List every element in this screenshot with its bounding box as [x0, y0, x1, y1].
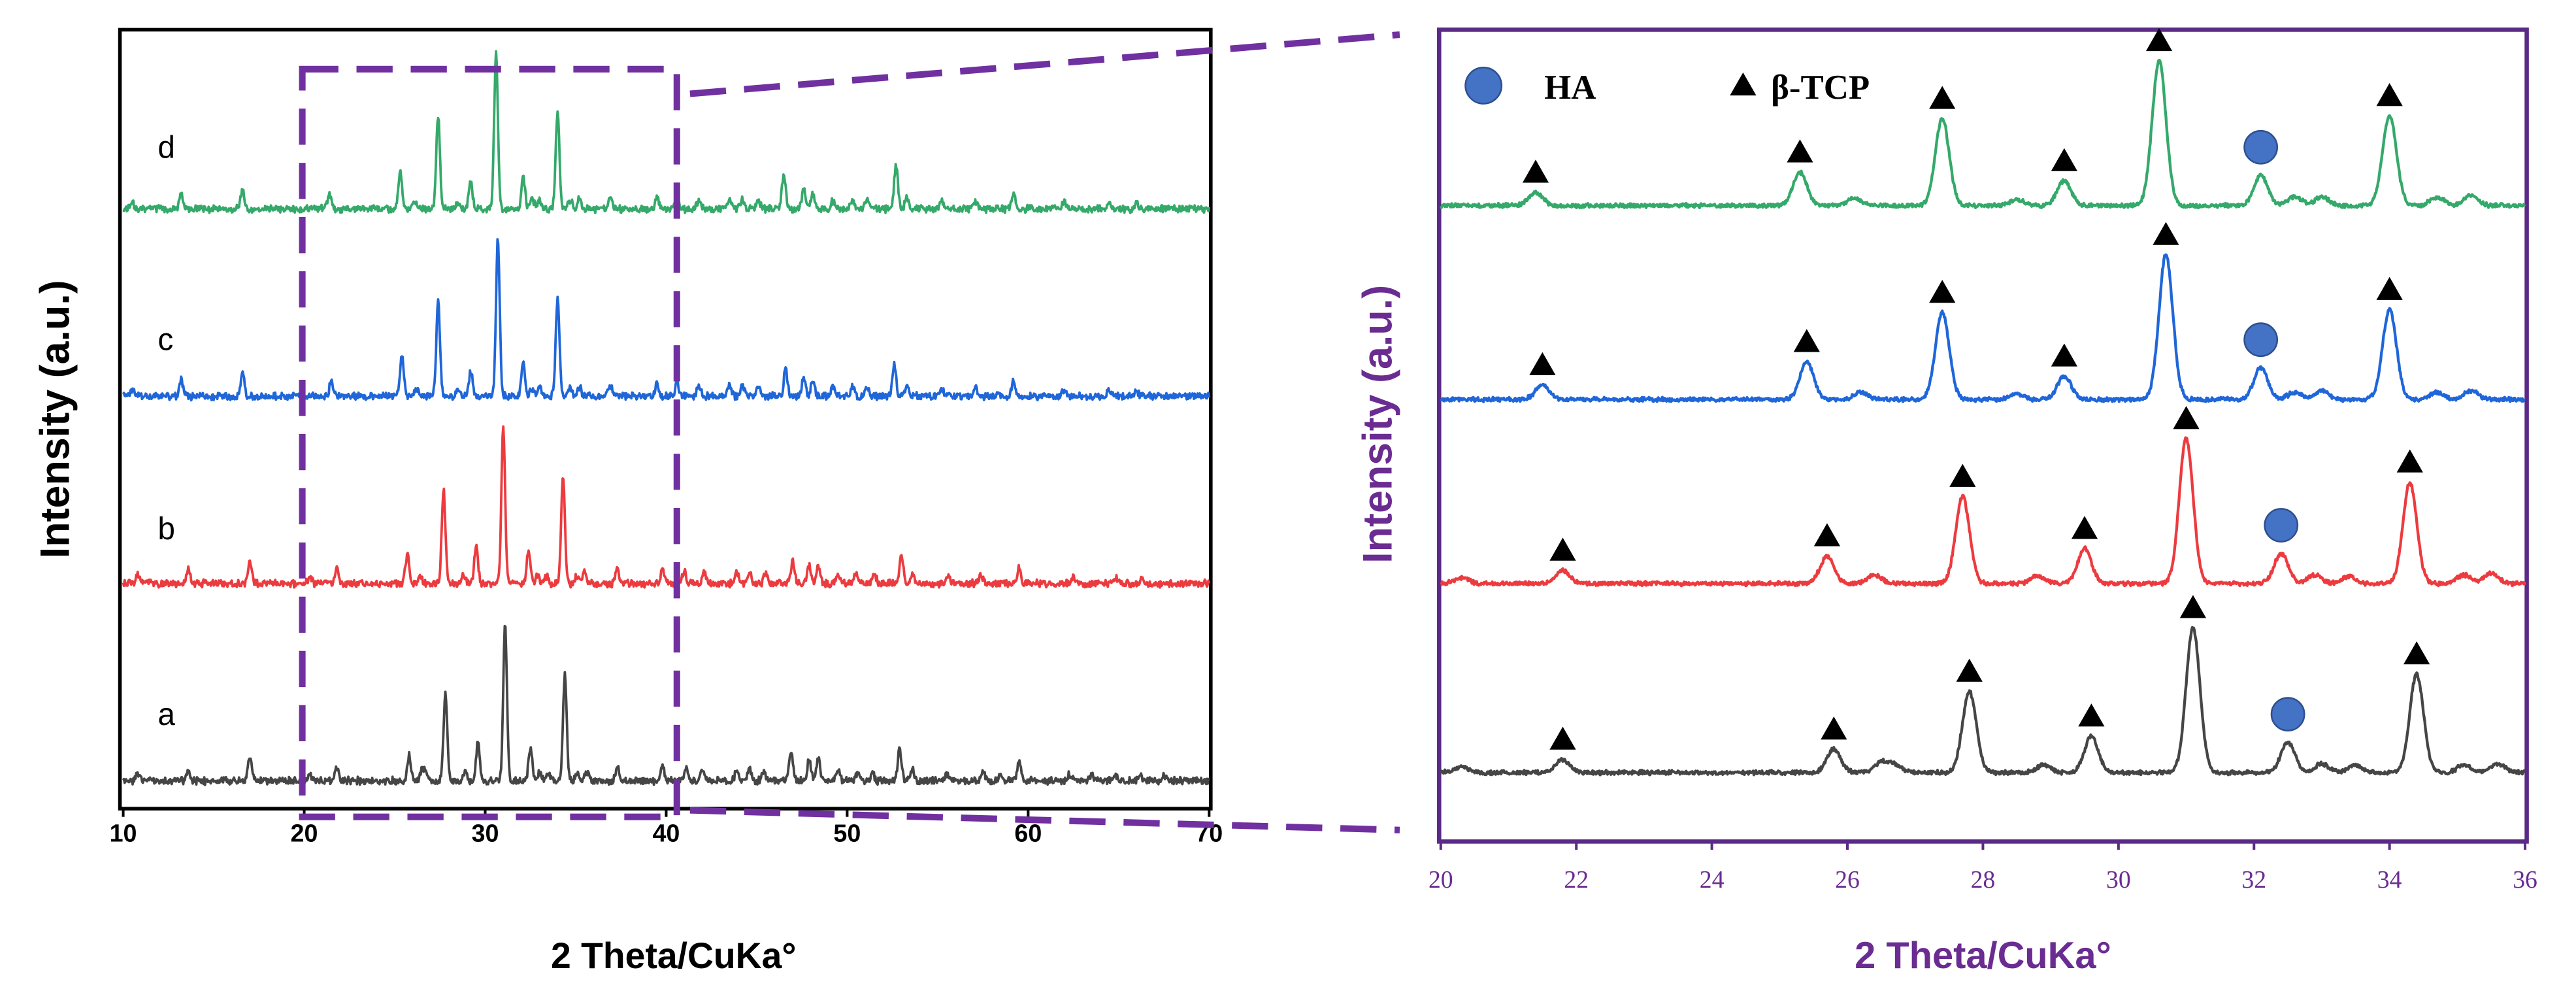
marker-beta-tcp [2376, 277, 2403, 300]
marker-beta-tcp [2376, 83, 2403, 107]
marker-beta-tcp [1787, 139, 1813, 163]
marker-beta-tcp [1821, 716, 1847, 740]
x-tick-label: 10 [110, 819, 137, 847]
left-x-axis-title: 2 Theta/CuKa° [551, 935, 796, 976]
x-tick-label: 20 [1428, 866, 1453, 894]
marker-beta-tcp [2179, 595, 2207, 618]
phase-markers [1522, 27, 2430, 750]
marker-beta-tcp [2145, 27, 2173, 52]
legend-beta-tcp-triangle-icon [1730, 72, 1757, 96]
marker-beta-tcp [2173, 406, 2200, 429]
x-tick-label: 30 [2106, 866, 2131, 894]
x-tick-label: 26 [1835, 866, 1860, 894]
marker-beta-tcp [1813, 523, 1841, 546]
marker-beta-tcp [2403, 641, 2430, 665]
x-tick-label: 24 [1700, 866, 1725, 894]
series-label-b: b [157, 512, 175, 546]
x-tick-label: 34 [2377, 866, 2402, 894]
x-tick-label: 22 [1564, 866, 1589, 894]
marker-ha [2264, 508, 2299, 543]
left-y-axis-title: Intensity (a.u.) [33, 280, 78, 558]
marker-beta-tcp [2396, 449, 2423, 473]
x-tick-label: 40 [652, 819, 680, 847]
marker-ha [2270, 697, 2305, 732]
x-tick-label: 20 [291, 819, 318, 847]
series-label-d: d [157, 131, 175, 165]
legend-ha-label: HA [1544, 69, 1596, 107]
left-plot-frame [118, 27, 1213, 811]
zoom-indicator [299, 31, 1400, 833]
series-label-c: c [157, 323, 173, 358]
legend-beta-tcp-label: β-TCP [1771, 69, 1870, 107]
marker-beta-tcp [1549, 537, 1576, 561]
legend-ha-circle-icon [1464, 67, 1503, 105]
left-x-ticks: 10 20 30 40 50 60 70 [110, 809, 1223, 847]
x-tick-label: 32 [2241, 866, 2266, 894]
marker-beta-tcp [2078, 703, 2105, 727]
marker-ha [2243, 322, 2279, 358]
marker-beta-tcp [1529, 352, 1556, 375]
series-line-d [122, 50, 1211, 214]
marker-ha [2243, 129, 2279, 165]
zoom-connector-bottom [689, 807, 1400, 833]
right-plot-frame [1437, 27, 2529, 844]
marker-beta-tcp [1929, 86, 1956, 109]
x-tick-label: 30 [472, 819, 499, 847]
marker-beta-tcp [1793, 329, 1820, 352]
left-series-labels: a b c d [157, 131, 175, 732]
marker-beta-tcp [2153, 222, 2179, 245]
zoom-series-line-a [1439, 626, 2526, 777]
x-tick-label: 50 [833, 819, 861, 847]
right-x-ticks: 20 22 24 26 28 30 32 34 36 [1428, 841, 2537, 894]
zoom-series-line-b [1440, 436, 2527, 588]
series-line-b [122, 425, 1211, 589]
zoom-series-line-d [1440, 58, 2526, 210]
x-tick-label: 60 [1014, 819, 1042, 847]
right-y-axis-title: Intensity (a.u.) [1355, 285, 1400, 563]
marker-beta-tcp [2051, 343, 2077, 367]
series-label-a: a [157, 697, 175, 732]
zoom-connector-top [689, 31, 1400, 97]
marker-beta-tcp [1929, 280, 1956, 303]
x-tick-label: 36 [2513, 866, 2537, 894]
right-x-axis-title: 2 Theta/CuKa° [1855, 935, 2111, 977]
marker-beta-tcp [1522, 159, 1549, 183]
marker-beta-tcp [1956, 658, 1983, 682]
right-series-group [1439, 58, 2527, 777]
marker-beta-tcp [2051, 148, 2077, 171]
legend: HA β-TCP [1464, 67, 1870, 107]
marker-beta-tcp [2071, 516, 2098, 539]
zoom-series-line-c [1440, 253, 2526, 403]
marker-beta-tcp [1549, 726, 1576, 750]
zoom-region-box [299, 65, 680, 820]
x-tick-label: 28 [1971, 866, 1996, 894]
marker-beta-tcp [1949, 463, 1976, 487]
zoomed-pattern-panel: 20 22 24 26 28 30 32 34 36 HA β-TCP 2 Theta/CuKa… [1355, 27, 2537, 977]
